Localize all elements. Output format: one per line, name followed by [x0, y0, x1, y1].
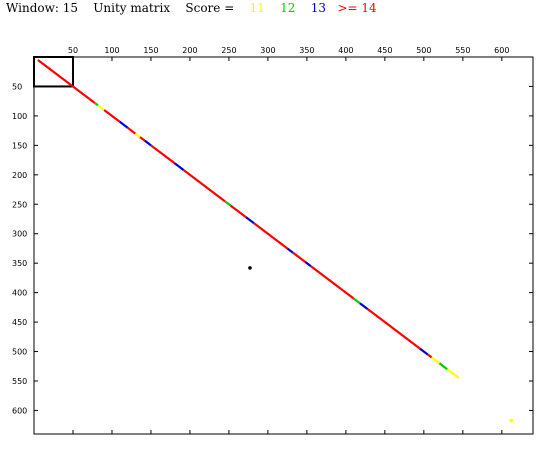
- y-tick-label-250: 250: [12, 200, 27, 209]
- x-tick-label-400: 400: [338, 46, 353, 55]
- x-tick-label-300: 300: [260, 46, 275, 55]
- boxes-layer: [33, 56, 74, 88]
- diagonal-segment-23: [367, 308, 421, 350]
- diagonal-segment-22: [359, 302, 369, 310]
- diagonal-segment-21: [353, 297, 361, 305]
- y-tick-label-300: 300: [12, 230, 27, 239]
- x-tick-label-50: 50: [68, 46, 78, 55]
- score-legend-14-plus: >= 14: [337, 1, 377, 15]
- score-legend-13: 13: [310, 1, 326, 15]
- x-axis: 50 100 150 200 250 300 350 400 450 500 550 600: [68, 46, 509, 434]
- score-label: Score =: [185, 1, 235, 15]
- segments-layer: [37, 59, 460, 379]
- diagonal-segment-17: [286, 247, 294, 254]
- y-tick-label-200: 200: [12, 171, 27, 180]
- diagonal-segment-12: [183, 169, 226, 203]
- diagonal-segment-25: [427, 353, 433, 359]
- region-box-0: [33, 56, 74, 88]
- diagonal-segment-18: [292, 251, 306, 263]
- score-legend-11: 11: [249, 1, 265, 15]
- y-tick-label-400: 400: [12, 289, 27, 298]
- y-tick-label-350: 350: [12, 259, 27, 268]
- y-tick-label-500: 500: [12, 348, 27, 357]
- diagonal-segment-6: [126, 126, 137, 135]
- plot-frame: [33, 56, 534, 435]
- diagonal-segment-13: [224, 200, 232, 207]
- y-axis: 50 100 150 200 250 300 350 400 450 500 550 600: [12, 82, 533, 415]
- diagonal-segment-10: [150, 144, 176, 164]
- diagonal-segment-0: [37, 59, 74, 88]
- diagonal-segment-9: [144, 139, 152, 147]
- diagonal-segment-5: [119, 120, 129, 129]
- diagonal-segment-7: [134, 132, 141, 138]
- diagonal-segment-28: [446, 368, 460, 379]
- points-layer: [248, 266, 513, 423]
- y-tick-label-150: 150: [12, 141, 27, 150]
- x-tick-label-250: 250: [221, 46, 236, 55]
- y-tick-label-450: 450: [12, 318, 27, 327]
- diagonal-segment-4: [103, 109, 121, 123]
- diagonal-segment-2: [94, 102, 99, 107]
- diagonal-segment-8: [139, 136, 146, 142]
- diagonal-segment-15: [245, 216, 255, 224]
- x-tick-label-350: 350: [299, 46, 314, 55]
- diagonal-segment-26: [430, 356, 441, 365]
- y-tick-label-50: 50: [12, 82, 22, 91]
- x-tick-label-450: 450: [377, 46, 392, 55]
- score-legend-12: 12: [280, 1, 296, 15]
- y-tick-label-100: 100: [12, 112, 27, 121]
- x-tick-label-200: 200: [182, 46, 197, 55]
- diagonal-segment-14: [229, 204, 247, 219]
- x-tick-label-100: 100: [104, 46, 119, 55]
- score-header: Window: 15 Unity matrix Score = 11 12 13…: [6, 1, 377, 15]
- diagonal-segment-3: [97, 104, 105, 111]
- diagonal-segment-1: [72, 85, 96, 104]
- data-point-0: [509, 418, 513, 423]
- x-tick-label-500: 500: [416, 46, 431, 55]
- x-tick-label-600: 600: [494, 46, 509, 55]
- x-tick-label-550: 550: [455, 46, 470, 55]
- diagonal-segment-24: [419, 347, 429, 356]
- y-tick-label-600: 600: [12, 406, 27, 415]
- matrix-label: Unity matrix: [93, 1, 171, 15]
- y-tick-label-550: 550: [12, 377, 27, 386]
- diagonal-segment-27: [438, 362, 448, 371]
- diagonal-segment-20: [310, 265, 355, 300]
- data-point-1: [248, 266, 252, 270]
- diagonal-segment-19: [304, 261, 312, 267]
- window-label: Window: 15: [6, 1, 78, 15]
- diagonal-segment-16: [253, 222, 289, 250]
- diagonal-segment-11: [173, 162, 185, 171]
- x-tick-label-150: 150: [143, 46, 158, 55]
